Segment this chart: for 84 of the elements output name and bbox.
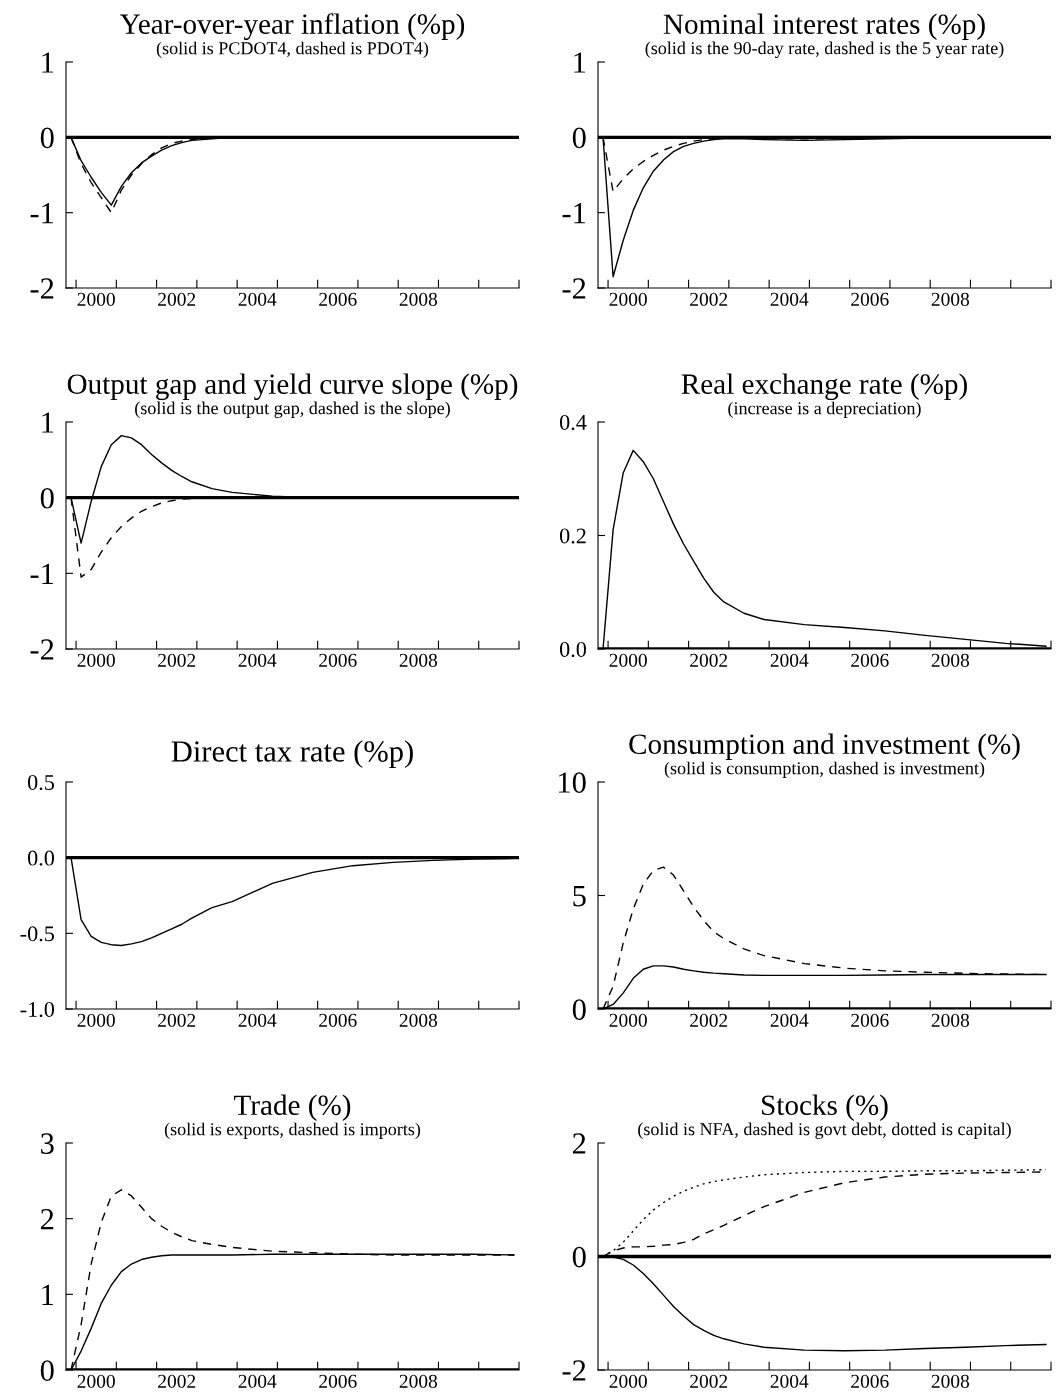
x-tick-label: 2000 — [609, 653, 647, 667]
x-tick-label: 2002 — [158, 1374, 196, 1388]
x-tick-label: 2008 — [399, 292, 438, 306]
x-tick-label: 2008 — [931, 292, 970, 306]
chart-subtitle: (solid is NFA, dashed is govt debt, dotted is capital) — [638, 1122, 1011, 1139]
y-tick-label: 0.4 — [559, 414, 587, 431]
chart-title: Direct tax rate (%p) — [171, 740, 413, 768]
y-tick-label: -1 — [562, 203, 586, 224]
chart-title: Output gap and yield curve slope (%p) — [67, 373, 518, 400]
chart-subtitle: (solid is the output gap, dashed is the slope) — [135, 401, 450, 418]
x-tick-label: 2006 — [851, 1374, 889, 1388]
x-tick-label: 2008 — [931, 1374, 970, 1388]
y-tick-label: 1 — [42, 52, 54, 73]
y-tick-label: 0.5 — [27, 774, 55, 791]
x-tick-label: 2000 — [77, 1013, 115, 1027]
x-tick-label: 2008 — [931, 1013, 970, 1027]
y-tick-label: -2 — [562, 1360, 586, 1381]
y-tick-label: 10 — [559, 772, 586, 793]
y-tick-label: 0.2 — [559, 528, 586, 544]
x-tick-label: 2004 — [770, 1013, 809, 1027]
chart-subtitle: (solid is consumption, dashed is investment) — [664, 761, 985, 778]
chart-title: Real exchange rate (%p) — [681, 373, 967, 400]
x-tick-label: 2004 — [770, 1374, 809, 1388]
x-tick-label: 2004 — [238, 1013, 277, 1027]
y-tick-label: -1 — [30, 563, 54, 584]
y-tick-label: 0 — [40, 1360, 54, 1381]
y-tick-label: 2 — [572, 1133, 586, 1154]
x-tick-label: 2002 — [690, 1013, 728, 1027]
x-tick-label: 2006 — [851, 292, 889, 306]
y-tick-label: -1.0 — [20, 1001, 55, 1018]
x-tick-label: 2002 — [690, 1374, 728, 1388]
chart-subtitle: (solid is exports, dashed is imports) — [164, 1122, 421, 1139]
x-tick-label: 2004 — [238, 1374, 277, 1388]
chart-title: Year-over-year inflation (%p) — [119, 13, 465, 40]
x-tick-label: 2008 — [399, 1374, 438, 1388]
y-tick-label: 0 — [572, 127, 586, 149]
y-tick-label: -2 — [30, 639, 54, 660]
x-tick-label: 2002 — [690, 653, 728, 667]
y-tick-label: -2 — [562, 278, 586, 299]
chart-title: Nominal interest rates (%p) — [663, 13, 985, 40]
y-tick-label: -1 — [30, 203, 54, 224]
x-tick-label: 2006 — [319, 292, 357, 306]
y-tick-label: 0 — [40, 487, 54, 509]
x-tick-label: 2000 — [77, 653, 115, 667]
x-tick-label: 2004 — [238, 292, 277, 306]
x-tick-label: 2006 — [319, 653, 357, 667]
x-tick-label: 2008 — [931, 653, 970, 667]
x-tick-label: 2002 — [158, 292, 196, 306]
x-tick-label: 2004 — [238, 653, 277, 667]
x-tick-label: 2006 — [319, 1013, 357, 1027]
chart-subtitle: (increase is a depreciation) — [728, 401, 921, 418]
x-tick-label: 2004 — [770, 653, 809, 667]
x-tick-label: 2000 — [609, 292, 647, 306]
x-tick-label: 2000 — [77, 292, 115, 306]
chart-subtitle: (solid is PCDOT4, dashed is PDOT4) — [156, 41, 429, 58]
y-tick-label: 1 — [42, 412, 54, 433]
x-tick-label: 2002 — [690, 292, 728, 306]
x-tick-label: 2002 — [158, 653, 196, 667]
chart-title: Stocks (%) — [762, 1094, 888, 1121]
y-tick-label: 3 — [41, 1133, 54, 1154]
chart-subtitle: (solid is the 90-day rate, dashed is the 5 year rate) — [645, 41, 1004, 58]
x-tick-label: 2002 — [158, 1013, 196, 1027]
y-tick-label: 0 — [40, 127, 54, 149]
y-tick-label: -2 — [30, 278, 54, 299]
y-tick-label: -0.5 — [20, 926, 55, 942]
x-tick-label: 2008 — [399, 653, 438, 667]
chart-title: Consumption and investment (%) — [629, 733, 1020, 760]
x-tick-label: 2004 — [770, 292, 809, 306]
y-tick-label: 2 — [40, 1209, 54, 1230]
y-tick-label: 1 — [574, 52, 586, 73]
chart-title: Trade (%) — [234, 1094, 351, 1121]
x-tick-label: 2000 — [609, 1013, 647, 1027]
y-tick-label: 0 — [572, 1246, 586, 1268]
y-tick-label: 0 — [572, 999, 586, 1020]
x-tick-label: 2006 — [851, 653, 889, 667]
y-tick-label: 0.0 — [27, 850, 55, 866]
y-tick-label: 0.0 — [559, 641, 587, 658]
x-tick-label: 2000 — [77, 1374, 115, 1388]
x-tick-label: 2008 — [399, 1013, 438, 1027]
x-tick-label: 2000 — [609, 1374, 647, 1388]
x-tick-label: 2006 — [851, 1013, 889, 1027]
y-tick-label: 5 — [573, 886, 586, 907]
y-tick-label: 1 — [42, 1284, 54, 1305]
x-tick-label: 2006 — [319, 1374, 357, 1388]
